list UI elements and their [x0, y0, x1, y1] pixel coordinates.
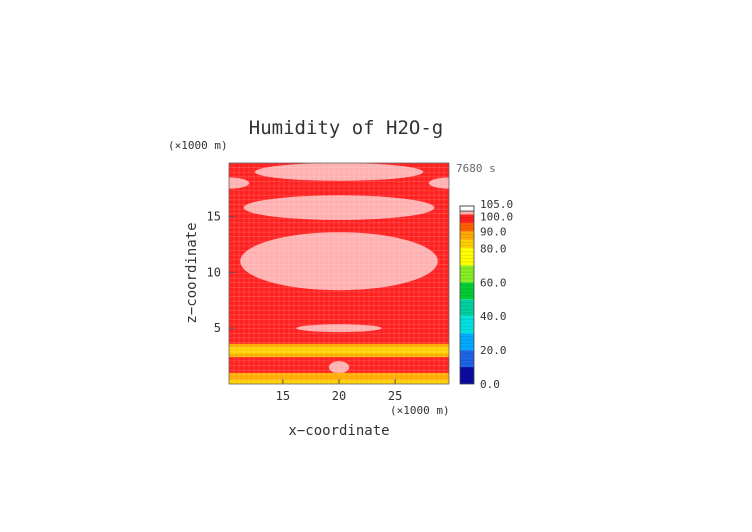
colorbar-segment	[460, 367, 474, 384]
field-band-3	[229, 372, 449, 384]
y-axis-label: z−coordinate	[184, 222, 200, 323]
colorbar-segment	[460, 248, 474, 266]
colorbar-cap	[459, 205, 475, 212]
y-tick-label: 5	[214, 321, 221, 335]
colorbar-segment	[460, 214, 474, 223]
colorbar-segment	[460, 282, 474, 300]
colorbar-segment	[460, 299, 474, 317]
x-unit-label: (×1000 m)	[390, 404, 450, 417]
colorbar-label: 80.0	[480, 242, 507, 255]
colorbar-label: 40.0	[480, 310, 507, 323]
colorbar-segment	[460, 265, 474, 283]
colorbar-label: 0.0	[480, 378, 500, 391]
x-tick-label: 15	[276, 389, 290, 403]
colorbar-segment	[460, 316, 474, 334]
saturated-region-5	[296, 324, 382, 333]
colorbar-label: 60.0	[480, 276, 507, 289]
colorbar-label: 20.0	[480, 344, 507, 357]
colorbar-segment	[460, 222, 474, 232]
heatmap-plot	[228, 162, 450, 385]
y-tick-label: 15	[207, 210, 221, 224]
saturated-region-4	[240, 232, 438, 291]
saturated-region-6	[328, 361, 350, 374]
x-tick-label: 25	[388, 389, 402, 403]
y-axis-ticks: 5 10 15	[207, 210, 234, 335]
y-unit-label: (×1000 m)	[168, 139, 228, 152]
chart-title: Humidity of H2O-g	[249, 117, 443, 139]
time-label: 7680 s	[456, 162, 496, 175]
colorbar-segment	[460, 239, 474, 249]
colorbar-segment	[460, 231, 474, 240]
x-axis-ticks: 15 20 25	[276, 379, 402, 403]
colorbar-label: 100.0	[480, 210, 513, 223]
saturated-region-2	[428, 177, 449, 189]
colorbar-label: 105.0	[480, 198, 513, 211]
grid-mesh	[229, 163, 449, 384]
saturated-region-1	[229, 177, 250, 189]
colorbar-label: 90.0	[480, 225, 507, 238]
colorbar-segment	[460, 333, 474, 351]
colorbar-segment	[460, 350, 474, 368]
saturated-region-0	[254, 163, 424, 181]
x-axis-label: x−coordinate	[288, 423, 389, 439]
x-tick-label: 20	[332, 389, 346, 403]
field-band-2	[229, 347, 449, 354]
saturated-region-3	[243, 195, 435, 220]
colorbar-frame	[459, 205, 475, 385]
y-tick-label: 10	[207, 265, 221, 279]
